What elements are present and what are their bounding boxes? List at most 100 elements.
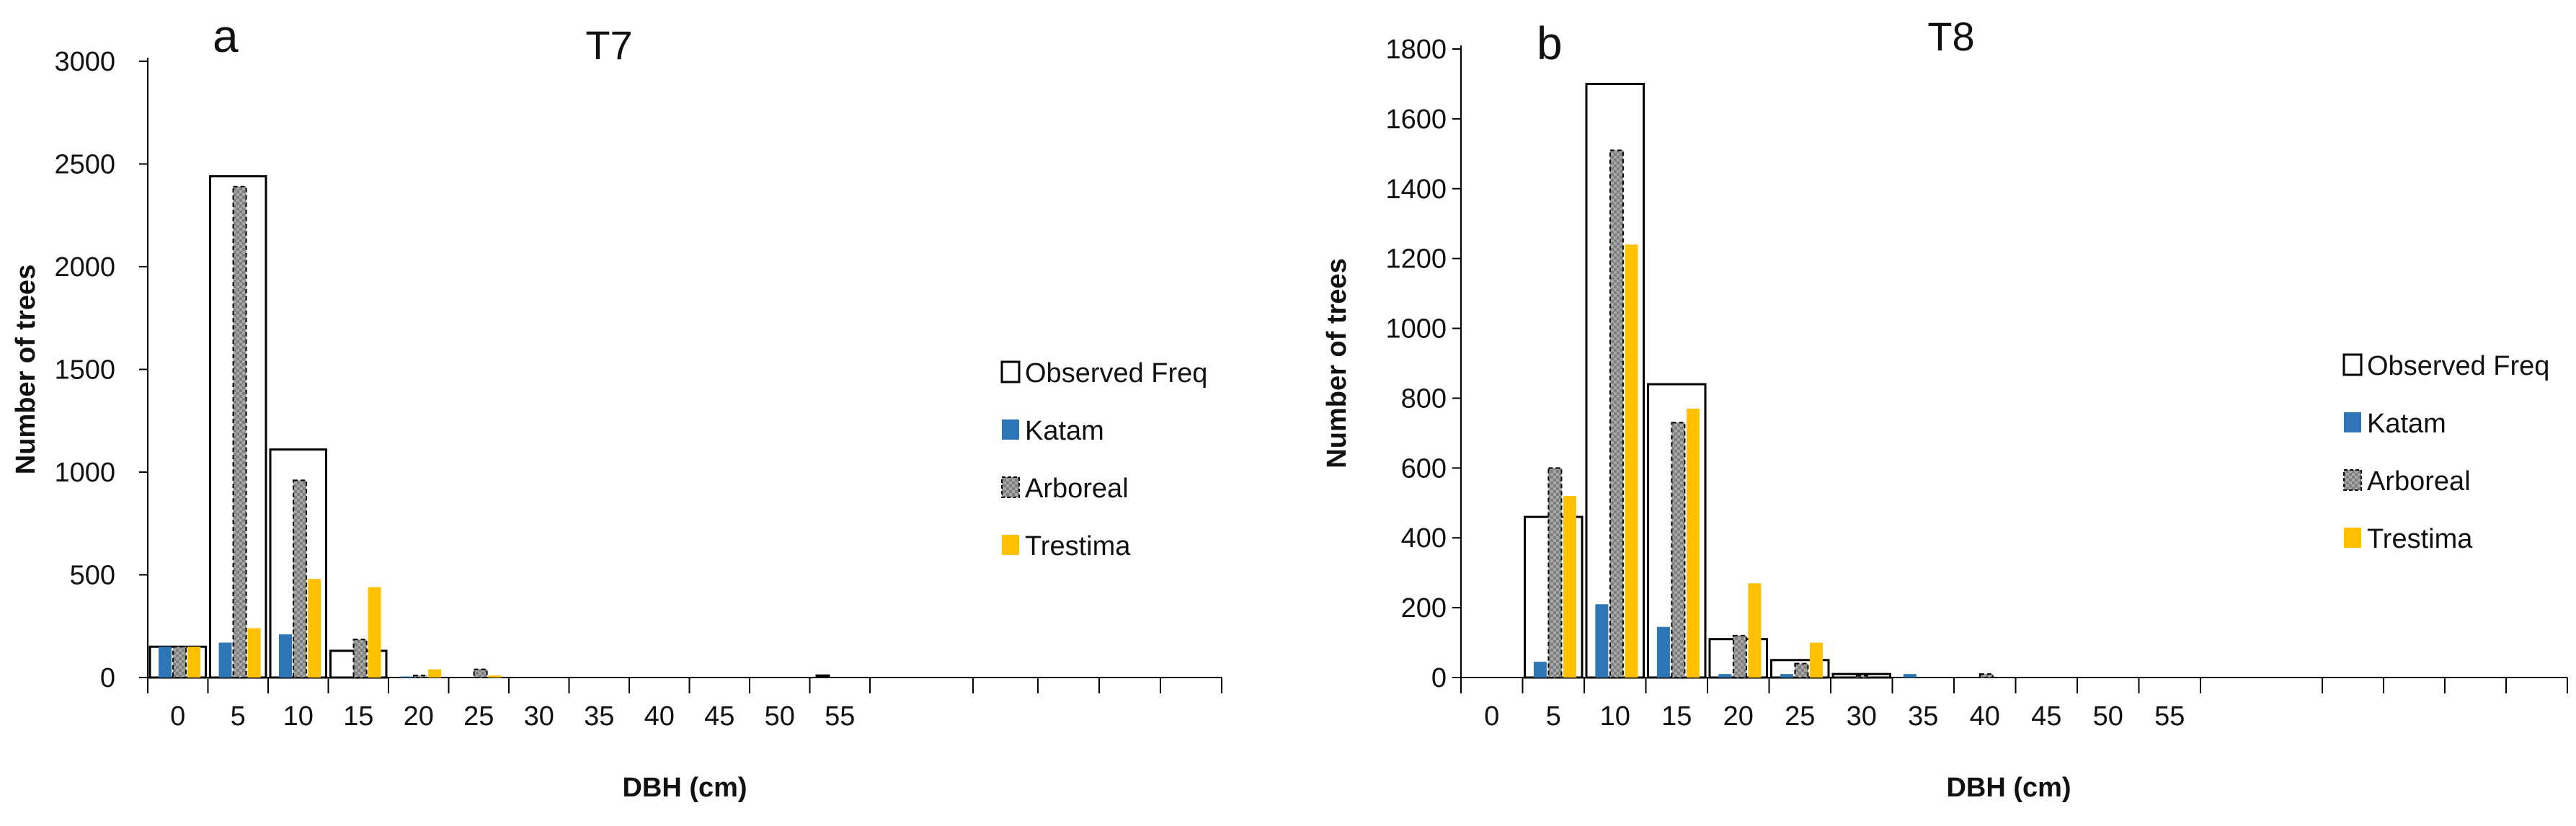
x-tick-label: 20 (1723, 701, 1754, 732)
bar-arboreal (1794, 662, 1809, 678)
x-tick-label: 15 (343, 701, 373, 732)
y-tick-label: 1000 (1385, 314, 1447, 345)
legend-swatch-arboreal (2343, 469, 2362, 491)
x-tick-label: 20 (404, 701, 434, 732)
y-tick-label: 1500 (54, 355, 115, 386)
legend-label-katam: Katam (2367, 409, 2446, 439)
y-axis-title: Number of trees (1322, 258, 1352, 468)
legend-label-arboreal: Arboreal (1025, 474, 1129, 504)
x-tick-label: 10 (283, 701, 314, 732)
x-tick-label: 45 (704, 701, 734, 732)
bar-trestima (1625, 244, 1638, 678)
y-tick-label: 800 (1401, 383, 1447, 414)
x-tick-label: 30 (524, 701, 554, 732)
chart-b-svg: 0 200 400 600 800 1000 1200 1400 1600 1800 0 5 10 15 2… (1322, 14, 2568, 803)
y-tick-label: 2500 (54, 150, 115, 180)
legend-swatch-observed-freq (2342, 353, 2363, 376)
y-tick-label: 1400 (1385, 174, 1447, 205)
bar-trestima (1748, 583, 1762, 678)
bar-arboreal (473, 668, 488, 678)
y-tick-label: 0 (1431, 663, 1447, 693)
y-tick-label: 3000 (54, 47, 115, 77)
x-tick-label: 40 (1970, 701, 2000, 732)
x-tick-label: 45 (2031, 701, 2061, 732)
chart-title: T7 (585, 22, 632, 68)
legend-label-observed-freq: Observed Freq (2367, 351, 2549, 381)
bar-arboreal (1732, 634, 1747, 678)
legend-swatch-trestima (1002, 535, 1019, 555)
bar-trestima (1686, 408, 1700, 678)
chart-panel-a: 0 500 1000 1500 2000 2500 3000 0 5 10 15 20 25 30 35 40… (11, 10, 1222, 803)
legend-label-trestima: Trestima (1025, 531, 1131, 561)
bar-katam (399, 676, 413, 678)
legend-swatch-katam (1002, 419, 1019, 440)
chart-a-svg: 0 500 1000 1500 2000 2500 3000 0 5 10 15 20 25 30 35 40… (11, 10, 1222, 803)
x-tick-label: 50 (2093, 701, 2123, 732)
x-tick-label: 35 (584, 701, 614, 732)
legend-label-arboreal: Arboreal (2367, 466, 2471, 497)
x-axis-title: DBH (cm) (1946, 773, 2071, 803)
bar-arboreal (1671, 422, 1686, 678)
bar-annotation (815, 674, 830, 678)
bar-katam (1903, 674, 1917, 678)
chart-title: T8 (1927, 14, 1974, 59)
bar-trestima (187, 647, 201, 678)
legend-swatch-observed-freq (1000, 360, 1021, 383)
bar-katam (1656, 626, 1670, 678)
bar-trestima (488, 675, 502, 678)
bar-katam (218, 642, 232, 678)
y-tick-label: 0 (100, 663, 115, 693)
bar-arboreal (1855, 675, 1870, 678)
bar-trestima (428, 669, 442, 678)
bar-katam (1595, 604, 1609, 678)
x-tick-label: 55 (2154, 701, 2185, 732)
bar-katam (159, 647, 172, 678)
bar-arboreal (352, 639, 368, 679)
x-tick-label: 40 (644, 701, 675, 732)
y-tick-label: 1600 (1385, 105, 1447, 135)
y-axis-title: Number of trees (11, 265, 41, 474)
legend-swatch-arboreal (1001, 476, 1020, 498)
legend-label-katam: Katam (1025, 416, 1104, 446)
bar-katam (279, 634, 293, 678)
panel-letter: a (213, 10, 239, 62)
chart-panel-b: 0 200 400 600 800 1000 1200 1400 1600 1800 0 5 10 15 2… (1288, 0, 2576, 826)
x-tick-label: 35 (1908, 701, 1938, 732)
bar-arboreal (1978, 673, 1994, 679)
y-tick-label: 400 (1401, 523, 1447, 554)
x-axis-title: DBH (cm) (622, 773, 747, 803)
x-tick-label: 0 (1484, 701, 1499, 732)
bar-trestima (1809, 642, 1823, 678)
x-tick-label: 5 (231, 701, 246, 732)
x-tick-label: 30 (1847, 701, 1877, 732)
bar-katam (1780, 674, 1793, 678)
legend-swatch-trestima (2344, 528, 2361, 548)
y-tick-label: 2000 (54, 252, 115, 283)
x-tick-label: 25 (1785, 701, 1815, 732)
bar-katam (1718, 674, 1732, 678)
bar-arboreal (413, 675, 428, 679)
x-tick-label: 55 (825, 701, 855, 732)
y-tick-label: 1000 (54, 458, 115, 488)
x-tick-label: 25 (463, 701, 494, 732)
bar-arboreal (172, 646, 187, 678)
x-tick-label: 5 (1546, 701, 1561, 732)
x-tick-label: 50 (765, 701, 795, 732)
y-tick-label: 1200 (1385, 244, 1447, 275)
bar-trestima (247, 628, 261, 678)
bar-arboreal (293, 479, 308, 679)
x-tick-label: 15 (1661, 701, 1692, 732)
legend-label-trestima: Trestima (2367, 524, 2473, 554)
bar-trestima (308, 579, 321, 678)
bar-trestima (1563, 496, 1576, 678)
legend-label-observed-freq: Observed Freq (1025, 358, 1207, 388)
bar-arboreal (1547, 467, 1563, 678)
y-tick-label: 1800 (1385, 35, 1447, 65)
panel-letter: b (1537, 17, 1563, 69)
bar-katam (1533, 662, 1547, 678)
x-tick-label: 10 (1600, 701, 1630, 732)
bar-arboreal (232, 185, 247, 679)
bar-trestima (368, 587, 381, 678)
y-tick-label: 200 (1401, 593, 1447, 623)
y-tick-label: 500 (70, 561, 115, 591)
